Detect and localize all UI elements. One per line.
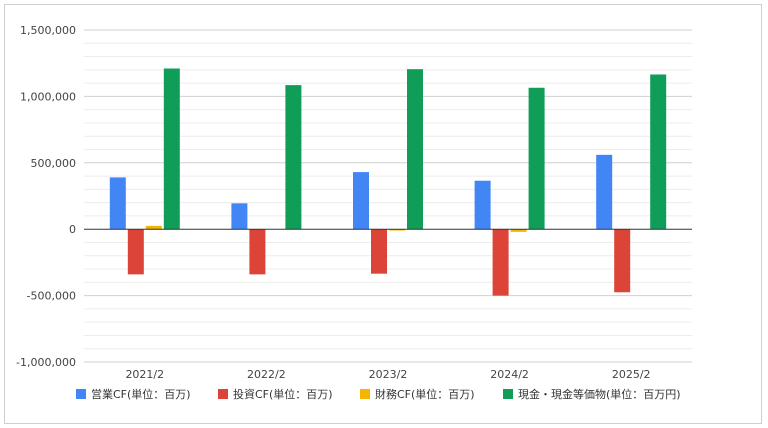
bar	[353, 172, 369, 230]
bar	[492, 229, 509, 296]
bar	[510, 229, 527, 232]
legend-entry: 現金・現金等価物(単位：百万円)	[518, 387, 681, 401]
x-tick-label: 2021/2	[125, 368, 164, 381]
y-tick-label: 1,000,000	[20, 90, 76, 103]
bar	[163, 68, 180, 230]
bar	[596, 154, 613, 230]
bar	[389, 229, 405, 231]
legend-entry: 投資CF(単位：百万)	[233, 387, 333, 401]
bar	[650, 74, 667, 230]
y-tick-label: 500,000	[31, 157, 77, 170]
legend-swatch	[360, 389, 370, 399]
x-tick-label: 2024/2	[490, 368, 529, 381]
x-tick-label: 2025/2	[612, 368, 651, 381]
y-tick-label: -1,000,000	[16, 356, 76, 369]
bar	[407, 69, 423, 230]
bar	[109, 177, 126, 230]
x-tick-label: 2023/2	[369, 368, 408, 381]
legend-swatch	[503, 389, 513, 399]
bar	[231, 203, 248, 230]
y-tick-label: 1,500,000	[20, 24, 76, 37]
legend-entry: 営業CF(単位：百万)	[91, 387, 191, 401]
bar	[249, 229, 266, 275]
legend-swatch	[218, 389, 228, 399]
bar	[528, 87, 545, 230]
legend-entry: 財務CF(単位：百万)	[375, 387, 475, 401]
bar	[614, 229, 631, 293]
y-tick-label: -500,000	[27, 290, 76, 303]
bar	[371, 229, 387, 274]
bar	[474, 180, 491, 230]
bar	[145, 225, 162, 230]
chart-frame	[4, 4, 762, 424]
legend-swatch	[76, 389, 86, 399]
x-tick-label: 2022/2	[247, 368, 286, 381]
bar	[285, 85, 302, 230]
y-tick-label: 0	[69, 223, 76, 236]
bar	[127, 229, 144, 275]
